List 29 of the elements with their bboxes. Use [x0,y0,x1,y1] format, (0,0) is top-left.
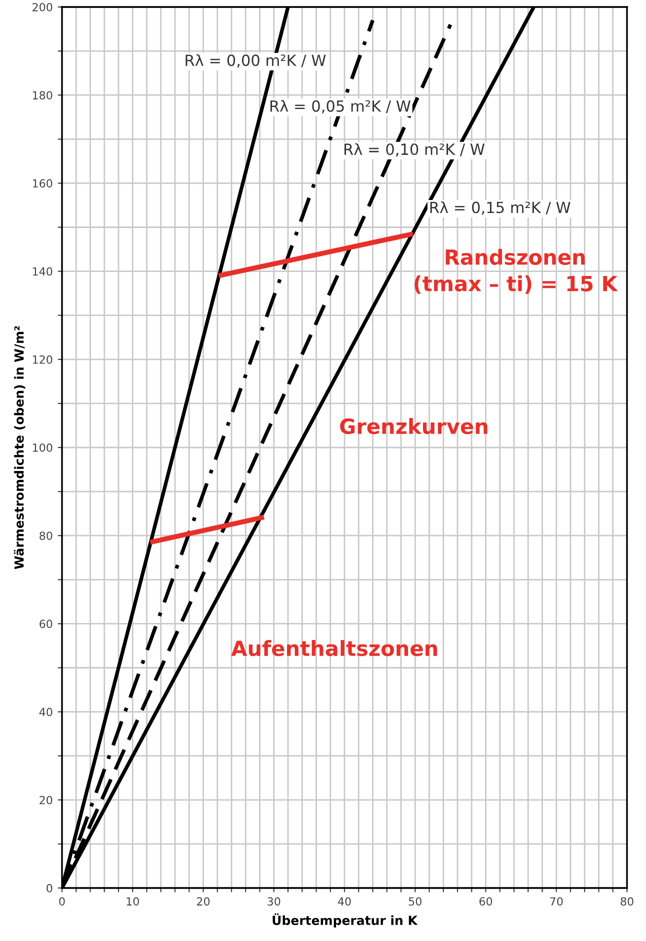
y-tick-label: 100 [32,443,52,452]
series-label: Rλ = 0,10 m²K / W [344,143,485,157]
annotation: Grenzkurven [340,418,488,434]
x-tick-label: 10 [126,897,139,906]
y-tick-label: 160 [32,179,52,188]
series-label: Rλ = 0,15 m²K / W [430,201,570,215]
x-tick-label: 80 [620,897,634,906]
x-tick-label: 70 [550,897,563,906]
y-tick-label: 140 [32,267,52,276]
annotation: Randszonen (tmax – ti) = 15 K [414,248,618,294]
x-tick-label: 40 [338,897,351,906]
y-tick-label: 80 [40,532,52,540]
x-axis-title: Übertemperatur in K [272,913,418,928]
x-tick-label: 50 [408,897,422,906]
y-tick-label: 60 [40,620,52,628]
y-tick-label: 120 [32,355,52,364]
series-label: Rλ = 0,00 m²K / W [186,54,326,68]
series-label: Rλ = 0,05 m²K / W [270,100,410,114]
y-tick-label: 40 [39,708,52,716]
y-tick-label: 180 [32,91,52,100]
x-tick-label: 60 [479,897,492,906]
x-tick-label: 30 [268,897,280,906]
annotation: Aufenthaltszonen [231,640,438,656]
y-tick-label: 200 [32,2,52,12]
y-tick-label: 0 [46,884,52,892]
y-tick-label: 20 [40,796,52,804]
y-axis-title: Wärmestromdichte (oben) in W/m² [14,326,26,570]
x-tick-label: 20 [196,897,210,906]
x-tick-label: 0 [59,897,65,906]
